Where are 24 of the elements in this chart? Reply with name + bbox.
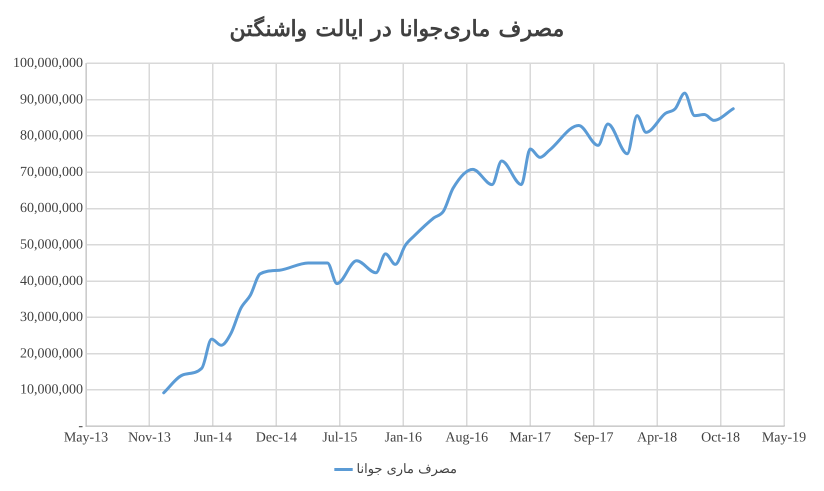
legend-label: مصرف ماری جوانا (356, 462, 457, 477)
x-tick-label: Jan-16 (384, 430, 422, 446)
x-tick-label: Aug-16 (445, 430, 488, 446)
y-tick-label: 40,000,000 (20, 274, 83, 289)
y-tick-label: 90,000,000 (20, 92, 83, 108)
y-tick-label: 100,000,000 (13, 56, 83, 72)
y-tick-label: 70,000,000 (20, 164, 83, 180)
y-tick-label: 60,000,000 (20, 201, 83, 216)
x-tick-label: Oct-18 (701, 430, 740, 446)
x-tick-label: Jul-15 (322, 430, 358, 446)
x-tick-label: Nov-13 (128, 430, 171, 446)
y-tick-label: 30,000,000 (20, 310, 83, 326)
y-tick-label: 10,000,000 (20, 382, 83, 398)
x-tick-label: Dec-14 (256, 430, 297, 446)
y-tick-label: 80,000,000 (20, 128, 83, 144)
y-tick-label: 20,000,000 (20, 346, 83, 362)
x-tick-label: Apr-18 (637, 430, 678, 446)
x-tick-label: May-19 (762, 430, 806, 446)
x-tick-label: Sep-17 (574, 430, 614, 446)
y-tick-label: 50,000,000 (20, 237, 83, 252)
x-tick-label: Mar-17 (509, 430, 552, 446)
line-series (162, 92, 735, 394)
chart-title: مصرف ماری‌جوانا در ایالت واشنگتن (230, 14, 564, 42)
x-tick-label: Jun-14 (194, 430, 232, 446)
